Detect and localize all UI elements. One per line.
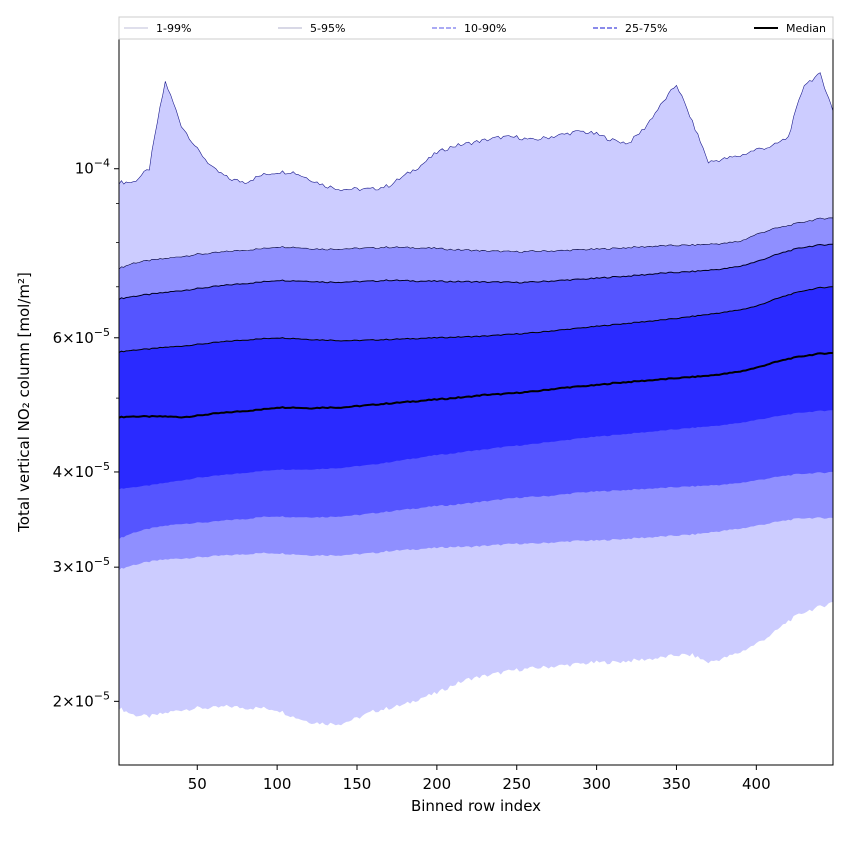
- legend-label: Median: [786, 22, 826, 35]
- y-axis-label: Total vertical NO₂ column [mol/m²]: [15, 272, 33, 533]
- y-tick-label: 4×10−5: [53, 460, 110, 481]
- band-25-75: [119, 286, 833, 490]
- line-95th: [118, 217, 834, 270]
- x-tick-label: 200: [423, 775, 452, 793]
- y-tick-label: 2×10−5: [53, 689, 110, 710]
- y-tick-label: 10−4: [75, 157, 110, 178]
- lines-layer: [118, 72, 834, 419]
- x-tick-label: 400: [742, 775, 771, 793]
- x-tick-label: 250: [502, 775, 531, 793]
- bands-layer: [119, 72, 833, 726]
- y-axis: 2×10−5 3×10−5 4×10−5 6×10−5 10−4: [53, 157, 119, 710]
- x-tick-label: 350: [662, 775, 691, 793]
- line-75th: [118, 286, 833, 353]
- legend-label: 1-99%: [156, 22, 191, 35]
- x-tick-label: 100: [263, 775, 292, 793]
- legend-label: 10-90%: [464, 22, 506, 35]
- x-tick-label: 300: [582, 775, 611, 793]
- y-tick-label: 6×10−5: [53, 326, 110, 347]
- legend-label: 5-95%: [310, 22, 345, 35]
- legend-label: 25-75%: [625, 22, 667, 35]
- line-90th: [118, 243, 833, 300]
- x-axis-label: Binned row index: [411, 797, 541, 815]
- y-tick-label: 3×10−5: [53, 555, 110, 576]
- line-median: [118, 352, 833, 419]
- x-axis: 50 100 150 200 250 300 350 400: [188, 765, 771, 793]
- line-99th: [118, 72, 834, 192]
- x-tick-label: 50: [188, 775, 207, 793]
- legend: 1-99% 5-95% 10-90% 25-75% Median: [118, 16, 834, 40]
- legend-box: [118, 16, 834, 40]
- x-tick-label: 150: [343, 775, 372, 793]
